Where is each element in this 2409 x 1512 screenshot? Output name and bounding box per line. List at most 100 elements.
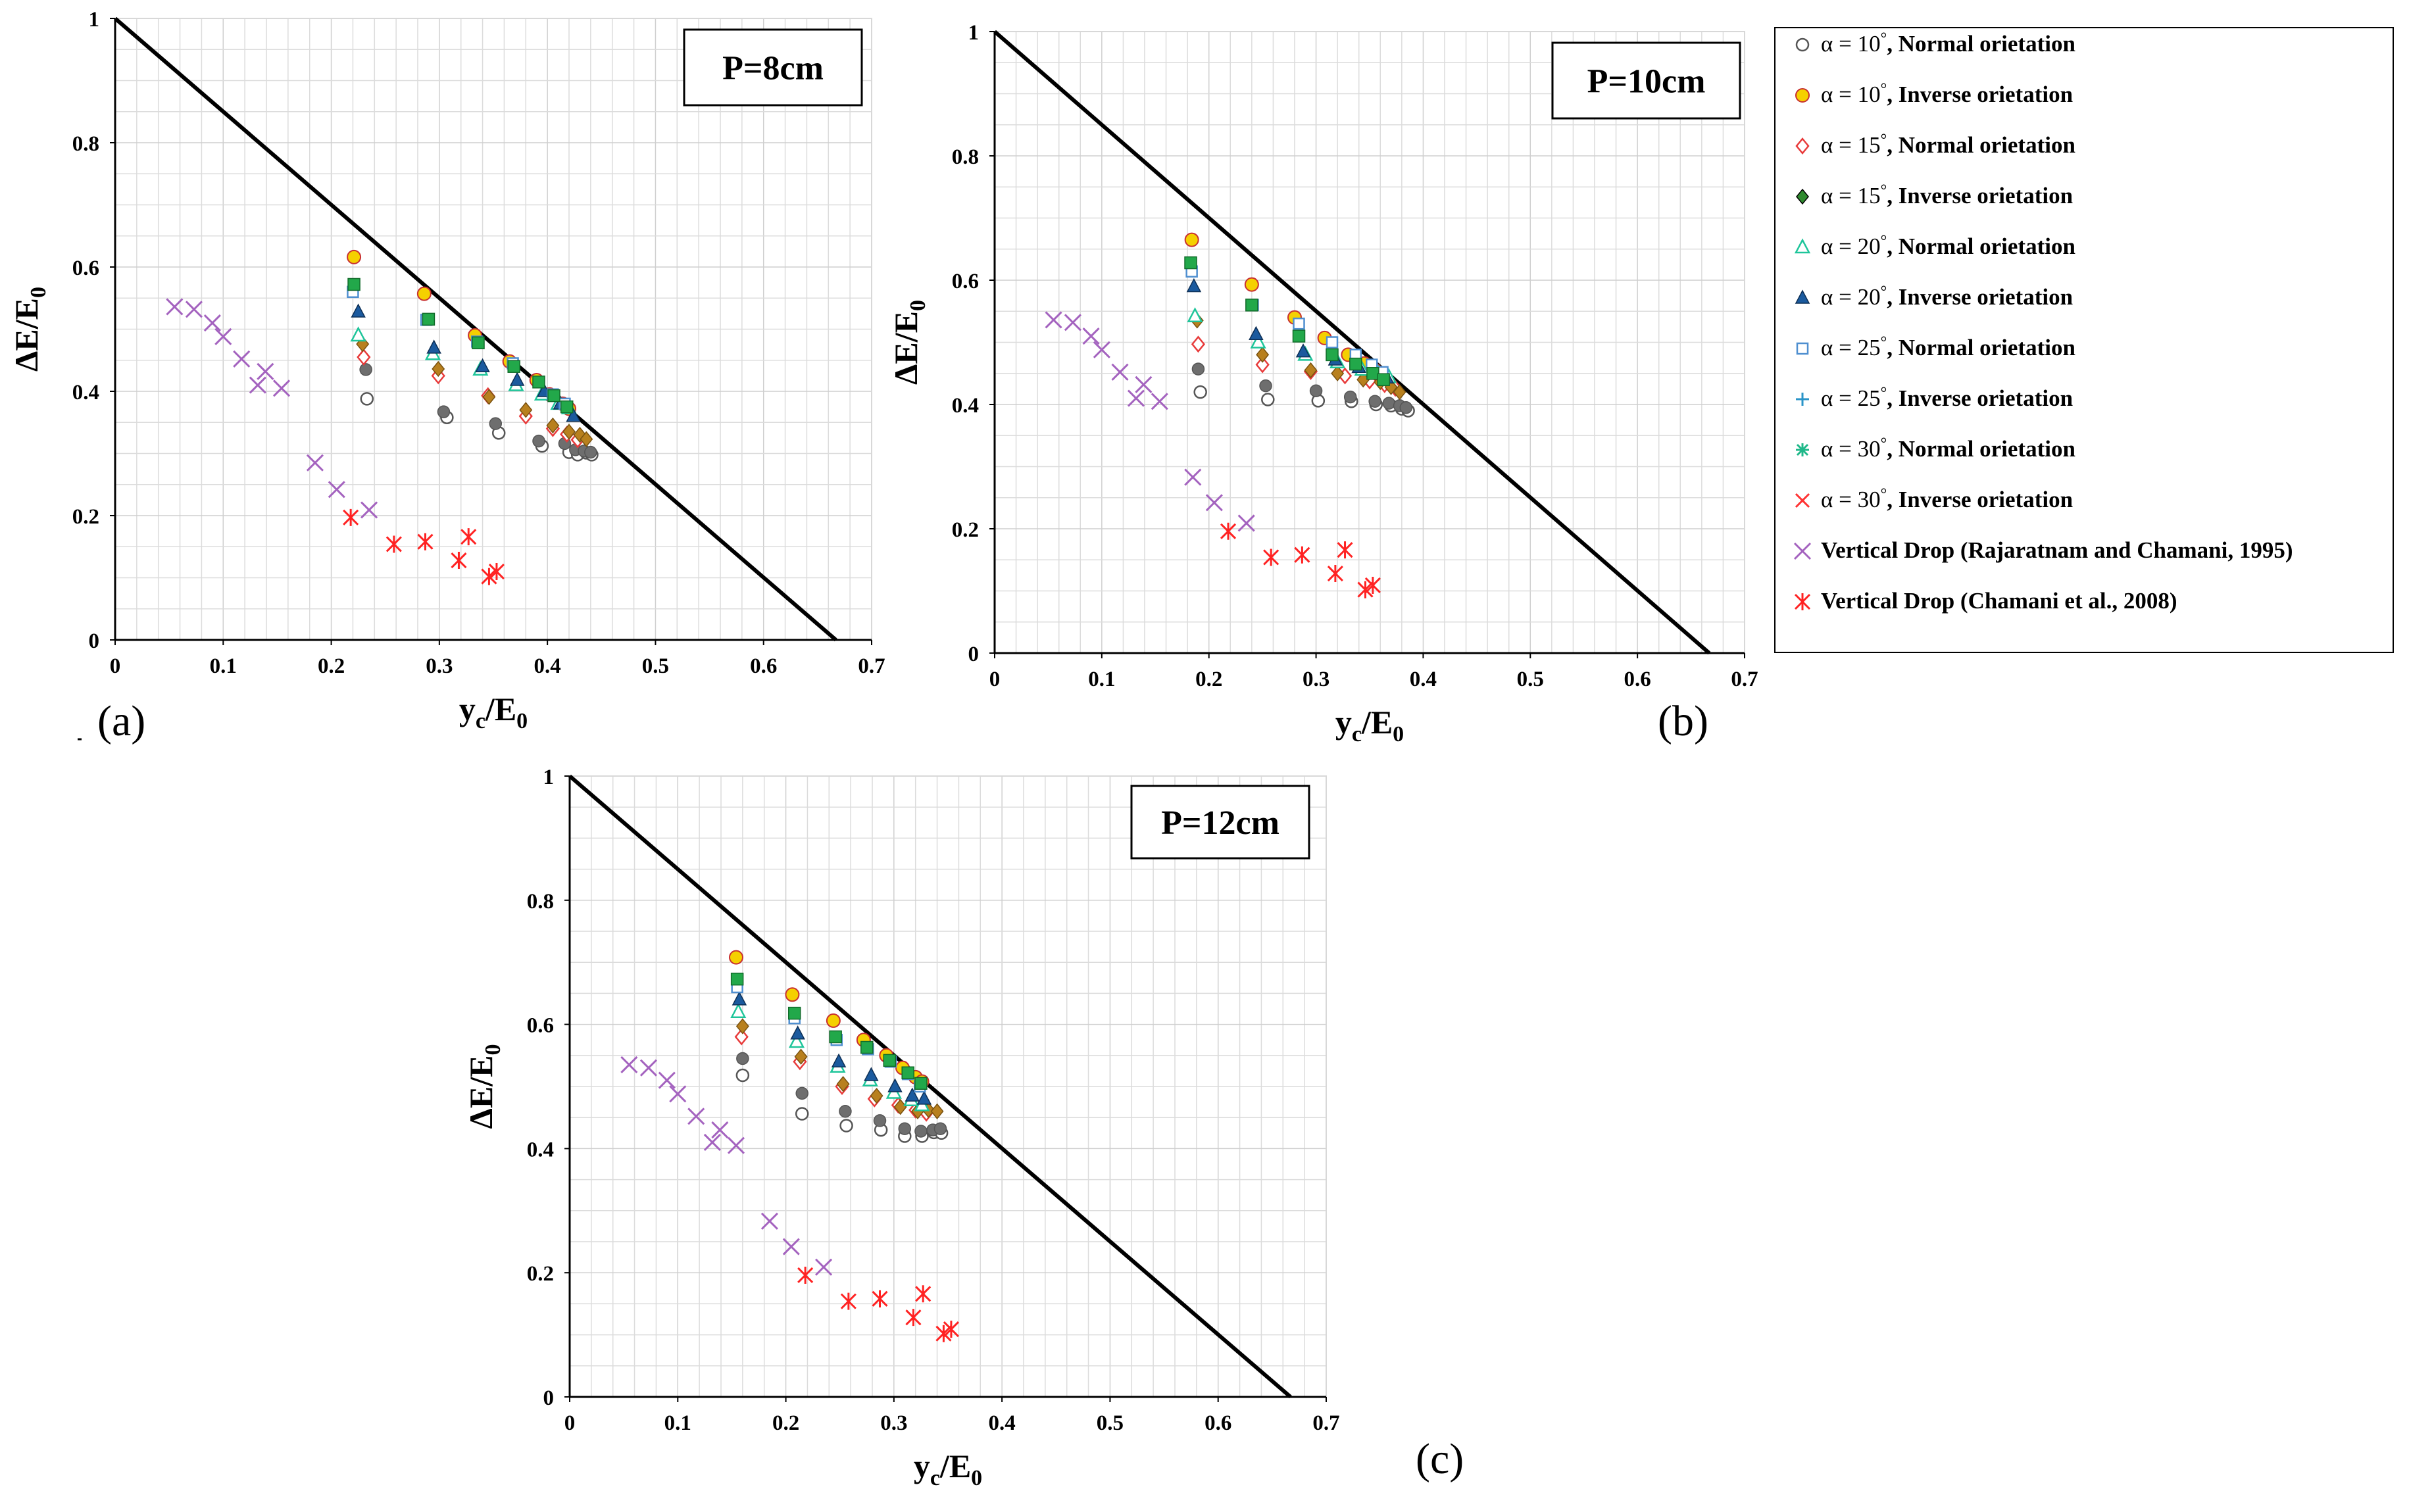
legend-marker xyxy=(1793,542,1812,560)
data-point xyxy=(1205,494,1223,512)
data-point xyxy=(860,1040,874,1054)
x-tick-label: 0.6 xyxy=(1204,1411,1231,1435)
data-point xyxy=(306,454,324,472)
data-point xyxy=(432,360,445,378)
data-point xyxy=(1186,278,1202,293)
legend-item: α = 20°, Inverse orietation xyxy=(1795,283,2073,310)
legend-marker xyxy=(1794,593,1811,610)
data-point xyxy=(730,1003,747,1018)
data-point xyxy=(1191,335,1206,353)
data-point xyxy=(730,972,744,986)
data-point xyxy=(795,1086,808,1100)
x-tick-label: 0.2 xyxy=(1195,668,1222,691)
data-point xyxy=(872,1290,888,1307)
data-point xyxy=(639,1059,657,1077)
series xyxy=(736,1052,947,1138)
data-point xyxy=(357,349,371,366)
data-point xyxy=(658,1071,676,1089)
data-point xyxy=(475,358,490,372)
data-point xyxy=(1082,327,1100,345)
data-point xyxy=(826,1013,841,1028)
data-point xyxy=(1111,363,1129,381)
legend-label: α = 30°, Inverse orietation xyxy=(1821,486,2073,512)
x-tick-label: 0 xyxy=(989,668,1001,691)
panel-label: (b) xyxy=(1658,697,1708,745)
y-tick-label: 0.8 xyxy=(952,145,979,169)
data-point xyxy=(1187,307,1203,323)
data-point xyxy=(488,563,505,581)
panel-title-box xyxy=(1130,785,1310,860)
data-point xyxy=(1193,385,1207,399)
data-point xyxy=(915,1285,931,1303)
data-point xyxy=(1399,401,1413,414)
data-point xyxy=(482,389,496,405)
x-axis-label: yc/E0 xyxy=(1335,704,1404,746)
data-point xyxy=(1331,365,1345,381)
data-point xyxy=(727,1136,745,1154)
x-tick-label: 0.7 xyxy=(1312,1411,1339,1435)
legend-label: α = 20°, Inverse orietation xyxy=(1821,283,2073,310)
data-point xyxy=(360,501,378,519)
data-point xyxy=(257,362,274,380)
x-tick-label: 0.2 xyxy=(318,654,345,678)
data-point xyxy=(797,1266,814,1284)
data-point xyxy=(203,314,221,332)
y-tick-label: 0.2 xyxy=(527,1262,554,1286)
x-tick-label: 0.3 xyxy=(1303,668,1329,691)
legend-item: α = 15°, Inverse orietation xyxy=(1796,182,2073,208)
x-tick-label: 0.5 xyxy=(1097,1411,1124,1435)
data-point xyxy=(1245,299,1258,312)
y-axis-label: ΔE/E0 xyxy=(887,300,930,385)
data-point xyxy=(782,1238,800,1256)
panel-title-box xyxy=(683,28,863,107)
data-point xyxy=(815,1258,833,1276)
data-point xyxy=(1093,341,1110,358)
data-point xyxy=(836,1076,850,1092)
y-tick-label: 0 xyxy=(968,643,980,666)
data-point xyxy=(794,1048,808,1065)
x-tick-label: 0.4 xyxy=(1410,668,1437,691)
data-point xyxy=(669,1085,687,1103)
data-point xyxy=(1343,390,1357,404)
legend-marker xyxy=(1795,493,1810,508)
data-point xyxy=(509,372,525,386)
legend-item: α = 30°, Normal orietation xyxy=(1796,435,2075,462)
y-tick-label: 0.8 xyxy=(72,132,99,156)
data-point xyxy=(760,1212,778,1230)
grid xyxy=(115,18,872,640)
y-tick-label: 0.6 xyxy=(952,270,979,293)
panel-title: P=10cm xyxy=(1587,63,1706,101)
legend-label: α = 25°, Inverse orietation xyxy=(1821,385,2073,411)
series xyxy=(797,1266,959,1342)
legend-marker xyxy=(1796,393,1809,406)
legend-marker xyxy=(1795,137,1810,155)
legend-marker xyxy=(1795,289,1810,304)
data-point xyxy=(914,1125,928,1138)
data-point xyxy=(1135,376,1153,393)
data-point xyxy=(1326,336,1339,349)
x-tick-label: 0.3 xyxy=(880,1411,907,1435)
data-point xyxy=(620,1056,638,1074)
data-point xyxy=(560,400,574,414)
legend-label: α = 20°, Normal orietation xyxy=(1821,233,2075,259)
data-point xyxy=(1184,256,1197,270)
x-tick-label: 0.4 xyxy=(989,1411,1016,1435)
x-tick-label: 0.6 xyxy=(1624,668,1651,691)
x-tick-label: 0 xyxy=(110,654,121,678)
y-tick-label: 0.8 xyxy=(527,890,554,914)
data-point xyxy=(734,1028,749,1046)
data-point xyxy=(532,434,545,448)
data-point xyxy=(1304,362,1318,379)
data-point xyxy=(687,1108,705,1125)
data-point xyxy=(347,249,362,264)
legend-item: α = 10°, Normal orietation xyxy=(1795,30,2075,57)
data-point xyxy=(233,350,251,368)
data-point xyxy=(732,991,747,1006)
data-point xyxy=(1294,546,1310,564)
data-point xyxy=(519,402,533,418)
series xyxy=(1045,311,1255,532)
data-point xyxy=(360,392,374,406)
y-tick-label: 0.4 xyxy=(952,394,979,418)
y-axis-label: ΔE/E0 xyxy=(462,1044,505,1129)
series xyxy=(620,1056,833,1276)
